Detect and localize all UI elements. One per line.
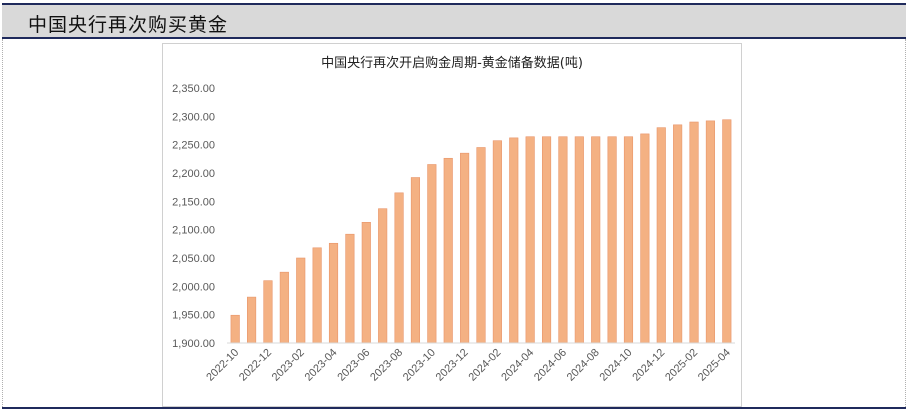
bar-2023-04: [328, 242, 339, 344]
y-tick-label: 2,350.00: [172, 83, 215, 95]
bar-2022-10: [230, 314, 240, 344]
bar-2023-11: [443, 157, 453, 344]
x-tick-label: 2023-02: [270, 347, 307, 384]
bar-2024-01: [476, 147, 486, 344]
section-title: 中国央行再次购买黄金: [28, 14, 229, 36]
bar-2023-09: [410, 177, 421, 344]
y-tick-label: 2,200.00: [172, 168, 215, 180]
x-tick-label: 2024-10: [598, 347, 635, 384]
x-tick-label: 2023-10: [401, 347, 438, 384]
bar-2024-11: [640, 133, 650, 344]
bar-2023-05: [345, 233, 355, 344]
x-tick-label: 2024-04: [499, 347, 536, 384]
bar-2023-01: [279, 271, 289, 344]
y-tick-label: 2,300.00: [172, 111, 215, 123]
x-tick-label: 2024-08: [565, 347, 602, 384]
top-rule: [2, 3, 906, 5]
x-tick-label: 2023-06: [335, 347, 372, 384]
x-tick-label: 2024-12: [630, 347, 667, 384]
y-tick-label: 2,000.00: [172, 281, 215, 293]
right-border: [905, 39, 906, 407]
left-border: [2, 39, 3, 407]
x-tick-label: 2023-04: [303, 347, 340, 384]
bar-2023-03: [312, 247, 322, 344]
bar-2024-03: [509, 137, 519, 344]
bar-2024-09: [607, 136, 617, 344]
bar-2024-08: [591, 136, 601, 344]
bar-2024-06: [558, 136, 568, 344]
bar-2025-01: [673, 124, 683, 344]
bar-series: [230, 119, 732, 344]
bar-2023-10: [427, 164, 437, 344]
chart-title: 中国央行再次开启购金周期-黄金储备数据(吨): [321, 55, 583, 71]
x-axis: 2022-102022-122023-022023-042023-062023-…: [204, 347, 733, 384]
y-axis: 1,900.00 1,950.00 2,000.00 2,050.00 2,100.00…: [172, 83, 215, 350]
y-tick-label: 2,150.00: [172, 196, 215, 208]
bar-2024-05: [541, 136, 552, 344]
bar-2024-02: [492, 140, 502, 344]
x-tick-label: 2022-10: [204, 347, 241, 384]
y-tick-label: 2,050.00: [172, 253, 215, 265]
x-tick-label: 2024-06: [532, 347, 569, 384]
x-tick-label: 2023-08: [368, 347, 405, 384]
bar-2024-10: [623, 136, 634, 344]
bar-2023-08: [394, 192, 404, 344]
bottom-rule: [2, 407, 906, 409]
x-tick-label: 2025-02: [663, 347, 700, 384]
bar-2023-06: [361, 222, 371, 344]
bar-2023-07: [378, 208, 388, 344]
bar-2023-02: [296, 257, 306, 344]
bar-2024-04: [525, 136, 535, 344]
y-tick-label: 1,950.00: [172, 310, 215, 322]
section-header: 中国央行再次购买黄金: [2, 5, 906, 39]
x-tick-label: 2023-12: [434, 347, 471, 384]
bar-2022-12: [263, 280, 273, 344]
bar-2024-07: [574, 136, 584, 344]
bar-2025-04: [722, 119, 732, 344]
x-tick-label: 2025-04: [696, 347, 733, 384]
y-tick-label: 1,900.00: [172, 338, 215, 350]
bar-2025-03: [705, 120, 715, 344]
y-tick-label: 2,100.00: [172, 225, 215, 237]
bar-2024-12: [656, 127, 666, 344]
x-tick-label: 2022-12: [237, 347, 274, 384]
y-tick-label: 2,250.00: [172, 140, 215, 152]
bar-2022-11: [247, 296, 257, 344]
bar-chart: 中国央行再次开启购金周期-黄金储备数据(吨) 1,900.00 1,950.00 2…: [172, 55, 735, 384]
bar-2025-02: [689, 121, 699, 344]
x-tick-label: 2024-02: [466, 347, 503, 384]
bar-2023-12: [460, 152, 470, 344]
